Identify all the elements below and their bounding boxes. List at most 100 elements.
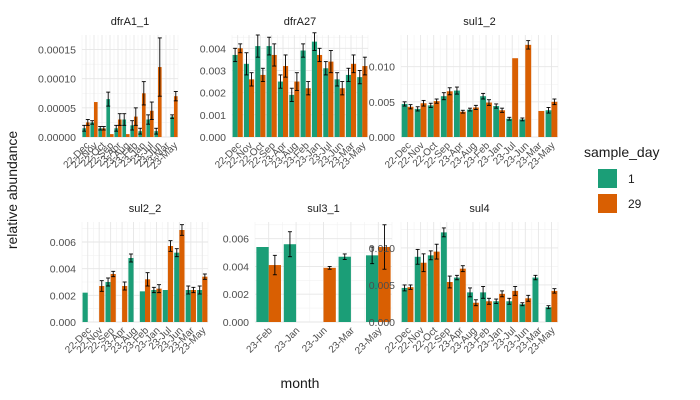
error-bar [362, 56, 367, 76]
error-bar [526, 40, 531, 50]
bar-sul4-23-Apr-29 [459, 268, 466, 322]
panel-sul1_2: 0.0000.0050.010sul1_222-Dec22-Nov22-Oct2… [369, 16, 559, 172]
bar-dfrA1_1-22-Sep-1 [106, 99, 110, 137]
bar-dfrA1_1-22-Oct-1 [98, 128, 102, 137]
error-bar [306, 81, 311, 96]
bar-dfrA27-23-Jun-1 [334, 79, 340, 137]
y-tick-label: 0.004 [50, 264, 76, 276]
error-bar [507, 297, 512, 305]
error-bar [434, 243, 439, 260]
y-tick-label: 0.004 [200, 43, 226, 55]
y-tick-label: 0.00010 [38, 74, 76, 86]
bar-sul2_2-23-Jun-1 [174, 252, 180, 322]
error-bar [157, 284, 162, 294]
bar-dfrA1_1-23-Apr-1 [114, 128, 118, 137]
error-bar [244, 52, 249, 76]
bar-dfrA27-23-Mar-1 [345, 74, 351, 137]
bar-dfrA1_1-22-Oct-29 [102, 128, 106, 137]
legend-swatch-29 [598, 194, 617, 213]
error-bar [447, 87, 452, 96]
error-bar [173, 91, 178, 102]
bar-sul4-23-Jan-29 [499, 293, 506, 322]
error-bar [454, 86, 459, 95]
bar-sul1_2-23-Jun-29 [525, 44, 532, 137]
bar-sul1_2-23-Aug-29 [472, 107, 479, 137]
bar-dfrA1_1-23-May-1 [170, 116, 174, 137]
error-bar [82, 124, 87, 132]
legend-swatch-1 [598, 169, 617, 188]
bar-dfrA1_1-23-Aug-29 [126, 134, 130, 137]
bar-sul1_2-23-Jun-1 [519, 119, 526, 137]
bar-sul4-23-Jun-29 [525, 298, 532, 322]
bar-sul1_2-23-Apr-29 [459, 111, 466, 137]
y-tick-label: 0.000 [200, 132, 226, 144]
y-tick-label: 0.00015 [38, 45, 76, 57]
bar-dfrA27-23-Feb-29 [305, 88, 311, 137]
bar-dfrA1_1-22-Nov-1 [90, 122, 94, 137]
error-bar [233, 47, 238, 63]
bar-sul2_2-23-Jan-1 [151, 290, 157, 322]
x-tick-label: 23-Feb [245, 325, 275, 355]
bar-dfrA1_1-22-Sep-29 [110, 134, 114, 137]
error-bar [106, 277, 111, 287]
x-tick-label: 23-Jun [300, 325, 329, 354]
bar-sul1_2-22-Nov-29 [420, 103, 427, 137]
bar-dfrA27-23-Jul-1 [323, 68, 329, 137]
bar-dfrA1_1-23-Jul-1 [146, 119, 150, 137]
error-bar [197, 285, 202, 295]
bar-dfrA27-23-May-29 [362, 66, 368, 137]
error-bar [357, 70, 362, 85]
y-tick-label: 0.005 [369, 97, 395, 109]
error-bar [289, 87, 294, 102]
error-bar [312, 32, 317, 51]
bar-sul4-22-Oct-1 [427, 255, 434, 322]
error-bar [408, 104, 413, 110]
bar-sul1_2-23-Jan-29 [499, 110, 506, 137]
bar-sul3_1-23-Feb-1 [256, 247, 269, 322]
error-bar [428, 102, 433, 108]
x-tick-label: 23-Jan [273, 325, 302, 354]
error-bar [441, 92, 446, 101]
error-bar [346, 67, 351, 83]
error-bar [486, 297, 491, 305]
bar-sul1_2-22-Sep-1 [440, 96, 447, 137]
y-tick-label: 0.002 [200, 88, 226, 100]
bar-dfrA1_1-23-Feb-29 [134, 116, 138, 137]
bar-sul3_1-23-Jun-29 [323, 267, 336, 322]
legend-label-1: 1 [628, 172, 635, 186]
bar-sul1_2-23-Jan-1 [493, 106, 500, 137]
y-tick-label: 0.000 [369, 132, 395, 144]
bar-sul4-23-Mar-1 [532, 277, 539, 322]
bar-sul4-22-Sep-1 [440, 232, 447, 322]
y-tick-label: 0.004 [223, 261, 249, 273]
bar-sul1_2-22-Oct-1 [427, 105, 434, 137]
error-bar [151, 286, 156, 294]
bar-dfrA1_1-23-Jan-29 [142, 93, 146, 137]
bar-dfrA27-23-May-1 [357, 77, 363, 137]
error-bar [122, 113, 127, 126]
error-bar [546, 305, 551, 310]
x-tick-label: 23-May [353, 325, 384, 356]
error-bar [552, 98, 557, 106]
y-tick-label: 0.001 [200, 110, 226, 122]
error-bar [301, 43, 306, 58]
bar-dfrA27-23-Jan-29 [317, 54, 323, 137]
error-bar [421, 253, 426, 273]
error-bar [500, 290, 505, 298]
bar-sul4-23-Aug-29 [472, 302, 479, 322]
error-bar [238, 43, 243, 54]
error-bar [421, 99, 426, 107]
bar-dfrA1_1-22-Nov-29 [94, 102, 98, 137]
bar-sul2_2-23-Jun-29 [179, 230, 185, 322]
bar-sul2_2-23-Mar-1 [185, 290, 191, 322]
y-tick-label: 0.003 [200, 65, 226, 77]
bar-dfrA27-23-Mar-29 [351, 63, 357, 137]
error-bar [520, 302, 525, 307]
error-bar [402, 284, 407, 292]
error-bar [382, 224, 387, 270]
error-bar [546, 107, 551, 114]
error-bar [434, 98, 439, 104]
bar-sul4-23-Jul-29 [512, 290, 519, 322]
bar-dfrA1_1-22-Dec-1 [82, 128, 86, 137]
error-bar [179, 224, 184, 236]
